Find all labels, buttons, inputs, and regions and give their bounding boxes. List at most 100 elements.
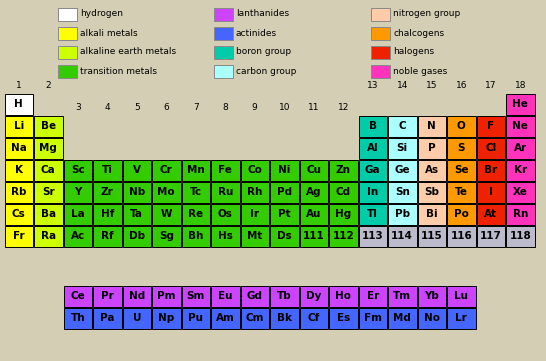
FancyBboxPatch shape: [152, 182, 181, 203]
Text: Np: Np: [158, 313, 174, 323]
FancyBboxPatch shape: [122, 182, 151, 203]
FancyBboxPatch shape: [240, 182, 269, 203]
FancyBboxPatch shape: [63, 182, 92, 203]
FancyBboxPatch shape: [300, 182, 328, 203]
FancyBboxPatch shape: [506, 138, 535, 158]
FancyBboxPatch shape: [477, 182, 505, 203]
Text: Xe: Xe: [513, 187, 527, 197]
Text: In: In: [367, 187, 378, 197]
FancyBboxPatch shape: [63, 160, 92, 180]
FancyBboxPatch shape: [152, 286, 181, 306]
Text: Lu: Lu: [454, 291, 468, 301]
Text: 117: 117: [480, 231, 502, 241]
Text: Yb: Yb: [424, 291, 439, 301]
Text: Ba: Ba: [41, 209, 56, 219]
FancyBboxPatch shape: [4, 204, 33, 225]
FancyBboxPatch shape: [359, 138, 387, 158]
Text: Md: Md: [393, 313, 411, 323]
Text: Cr: Cr: [160, 165, 173, 175]
Text: O: O: [457, 121, 466, 131]
FancyBboxPatch shape: [388, 160, 417, 180]
Text: La: La: [71, 209, 85, 219]
Text: Ti: Ti: [102, 165, 112, 175]
FancyBboxPatch shape: [388, 182, 417, 203]
Text: Mt: Mt: [247, 231, 263, 241]
FancyBboxPatch shape: [447, 204, 476, 225]
Text: Am: Am: [216, 313, 235, 323]
Text: Se: Se: [454, 165, 468, 175]
FancyBboxPatch shape: [63, 308, 92, 329]
Text: Na: Na: [11, 143, 27, 153]
FancyBboxPatch shape: [63, 204, 92, 225]
FancyBboxPatch shape: [506, 182, 535, 203]
Text: Bh: Bh: [188, 231, 204, 241]
Text: Eu: Eu: [218, 291, 233, 301]
FancyBboxPatch shape: [240, 226, 269, 247]
Text: Gd: Gd: [247, 291, 263, 301]
Text: Tm: Tm: [393, 291, 411, 301]
Text: chalcogens: chalcogens: [393, 29, 444, 38]
FancyBboxPatch shape: [152, 226, 181, 247]
Text: Cm: Cm: [246, 313, 264, 323]
FancyBboxPatch shape: [477, 226, 505, 247]
FancyBboxPatch shape: [93, 286, 122, 306]
Text: Sn: Sn: [395, 187, 410, 197]
Text: Lr: Lr: [455, 313, 467, 323]
FancyBboxPatch shape: [359, 204, 387, 225]
Text: 2: 2: [45, 81, 51, 90]
Text: F: F: [487, 121, 494, 131]
FancyBboxPatch shape: [211, 226, 240, 247]
Text: Ir: Ir: [250, 209, 259, 219]
Text: Sb: Sb: [424, 187, 439, 197]
FancyBboxPatch shape: [211, 204, 240, 225]
FancyBboxPatch shape: [506, 116, 535, 136]
FancyBboxPatch shape: [270, 182, 299, 203]
FancyBboxPatch shape: [371, 65, 389, 78]
FancyBboxPatch shape: [418, 182, 446, 203]
FancyBboxPatch shape: [477, 160, 505, 180]
Text: 116: 116: [450, 231, 472, 241]
FancyBboxPatch shape: [270, 226, 299, 247]
Text: Ca: Ca: [41, 165, 56, 175]
Text: 118: 118: [509, 231, 531, 241]
FancyBboxPatch shape: [57, 8, 76, 21]
Text: Es: Es: [337, 313, 350, 323]
FancyBboxPatch shape: [418, 160, 446, 180]
FancyBboxPatch shape: [447, 116, 476, 136]
FancyBboxPatch shape: [447, 308, 476, 329]
FancyBboxPatch shape: [270, 308, 299, 329]
Text: Sg: Sg: [159, 231, 174, 241]
FancyBboxPatch shape: [447, 182, 476, 203]
FancyBboxPatch shape: [181, 182, 210, 203]
Text: Sr: Sr: [42, 187, 55, 197]
FancyBboxPatch shape: [93, 160, 122, 180]
Text: alkaline earth metals: alkaline earth metals: [80, 48, 176, 57]
FancyBboxPatch shape: [447, 286, 476, 306]
FancyBboxPatch shape: [388, 226, 417, 247]
FancyBboxPatch shape: [4, 116, 33, 136]
Text: 14: 14: [396, 81, 408, 90]
Text: Tb: Tb: [277, 291, 292, 301]
Text: As: As: [425, 165, 439, 175]
FancyBboxPatch shape: [152, 308, 181, 329]
FancyBboxPatch shape: [211, 286, 240, 306]
FancyBboxPatch shape: [359, 116, 387, 136]
Text: 1: 1: [16, 81, 22, 90]
Text: Pd: Pd: [277, 187, 292, 197]
Text: Pa: Pa: [100, 313, 115, 323]
FancyBboxPatch shape: [447, 138, 476, 158]
Text: He: He: [512, 99, 528, 109]
FancyBboxPatch shape: [34, 182, 62, 203]
Text: Os: Os: [218, 209, 233, 219]
Text: Ho: Ho: [335, 291, 351, 301]
Text: Rb: Rb: [11, 187, 27, 197]
FancyBboxPatch shape: [300, 160, 328, 180]
FancyBboxPatch shape: [388, 286, 417, 306]
Text: Ac: Ac: [70, 231, 85, 241]
Text: Tl: Tl: [367, 209, 378, 219]
FancyBboxPatch shape: [329, 182, 358, 203]
Text: Pb: Pb: [395, 209, 410, 219]
FancyBboxPatch shape: [93, 182, 122, 203]
FancyBboxPatch shape: [329, 160, 358, 180]
Text: 7: 7: [193, 103, 199, 112]
